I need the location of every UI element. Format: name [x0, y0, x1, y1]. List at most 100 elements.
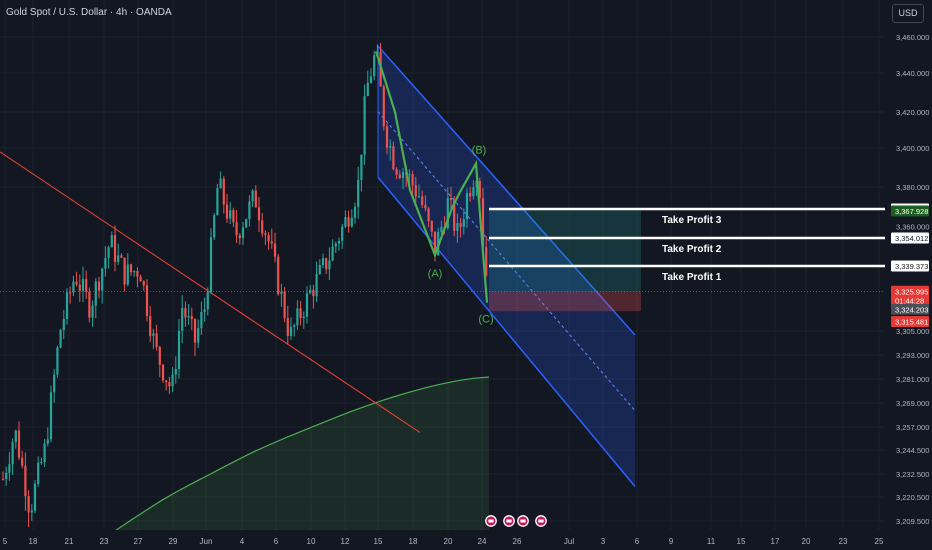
candle-body [136, 271, 139, 277]
candle-body [40, 462, 43, 464]
event-markers[interactable] [485, 515, 547, 527]
candle-body [213, 215, 216, 238]
candle-body [363, 96, 366, 155]
candle-body [97, 281, 101, 291]
candle-body [472, 187, 475, 197]
candle-body [107, 247, 110, 258]
time-tick-label: 3 [601, 537, 606, 546]
currency-button[interactable]: USD [892, 4, 924, 23]
candle-body [46, 439, 49, 444]
candle-body [110, 235, 113, 248]
price-label: 3,339.373 [895, 262, 928, 271]
candle-body [299, 308, 302, 318]
time-tick-label: 26 [513, 537, 522, 546]
wave-label-a: (A) [428, 268, 443, 280]
candle-body [168, 382, 171, 387]
candle-body [296, 308, 299, 326]
candle-body [267, 235, 270, 242]
price-tick-label: 3,440.000 [896, 69, 929, 78]
event-marker-flag [488, 519, 494, 523]
take-profit-zone[interactable]: Take Profit 3 Take Profit 2 Take Profit 1 [0, 207, 885, 312]
price-label-box [891, 205, 929, 217]
candle-body [261, 220, 264, 234]
moving-average-area [114, 376, 490, 532]
candle-body [481, 198, 485, 248]
price-tick-label: 3,220.500 [896, 493, 929, 502]
candle-body [113, 235, 117, 262]
candle-body [257, 207, 261, 221]
candle-body [232, 210, 235, 223]
price-axis[interactable]: 3,209.500 3,220.500 3,232.500 3,244.500 3,25… [886, 0, 932, 550]
candle-body [321, 258, 325, 266]
candle-body [350, 217, 353, 227]
candle-body [24, 465, 27, 497]
candle-body [449, 198, 453, 201]
take-profit-2-label: Take Profit 2 [662, 244, 722, 255]
candle-body [27, 496, 30, 513]
time-tick-label: 9 [669, 537, 674, 546]
time-tick-label: 15 [374, 537, 383, 546]
candle-body [341, 226, 344, 241]
candle-body [312, 289, 315, 297]
candle-body [385, 126, 389, 148]
candle-body [373, 55, 376, 77]
candle-body [395, 169, 398, 175]
candle-body [331, 246, 334, 261]
candle-body [293, 325, 296, 327]
price-tick-label: 3,360.000 [896, 222, 929, 231]
candle-body [280, 291, 283, 295]
candle-body [398, 174, 401, 178]
candle-body [421, 196, 424, 205]
candle-body [366, 82, 369, 97]
price-tick-label: 3,460.000 [896, 33, 929, 42]
take-profit-3-label: Take Profit 3 [662, 215, 722, 226]
candle-body [59, 330, 62, 348]
candle-body [17, 430, 21, 458]
time-axis[interactable]: 5 18 21 23 27 29 Jun 4 6 10 12 15 18 20 24 26 Jul 3 6 9 11 15… [0, 530, 886, 550]
time-tick-label: 25 [875, 537, 884, 546]
candle-body [8, 464, 11, 473]
candle-body [411, 174, 414, 186]
candle-body [165, 380, 168, 383]
candle-body [139, 276, 142, 282]
price-label-box [891, 303, 929, 315]
time-tick-label: 23 [100, 537, 109, 546]
price-label-box [891, 260, 929, 272]
time-tick-label: 5 [3, 537, 8, 546]
candle-body [225, 204, 229, 219]
chart-title: Gold Spot / U.S. Dollar · 4h · OANDA [6, 7, 172, 18]
candle-body [21, 457, 24, 466]
price-label: 3,325.995 [895, 287, 928, 296]
candlesticks [1, 42, 488, 528]
candle-body [219, 178, 222, 189]
candle-body [56, 347, 59, 375]
candle-body [197, 328, 200, 343]
candle-body [235, 222, 238, 236]
candle-body [328, 260, 331, 270]
abc-wave[interactable]: (A) (B) (C) [374, 51, 494, 326]
time-tick-label: 21 [65, 537, 74, 546]
profit-zone [489, 209, 641, 292]
candle-body [30, 510, 33, 513]
price-tick-label: 3,420.000 [896, 108, 929, 117]
channel-upper [377, 45, 636, 336]
candle-body [392, 146, 395, 170]
candle-body [286, 318, 289, 336]
candle-body [254, 190, 257, 208]
price-tick-label: 3,400.000 [896, 144, 929, 153]
candle-body [177, 330, 181, 369]
candle-body [187, 316, 190, 318]
ma-fill [115, 377, 489, 531]
price-axis-bg [886, 0, 932, 550]
time-tick-label: 18 [409, 537, 418, 546]
time-tick-label: 12 [341, 537, 350, 546]
candle-body [430, 221, 433, 232]
candle-body [238, 235, 241, 239]
time-tick-label: 29 [169, 537, 178, 546]
candle-body [289, 326, 293, 336]
candle-body [465, 193, 469, 220]
candle-body [273, 243, 277, 257]
time-tick-label: 20 [444, 537, 453, 546]
price-label-box [891, 316, 929, 328]
